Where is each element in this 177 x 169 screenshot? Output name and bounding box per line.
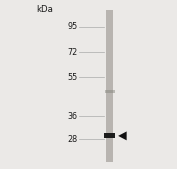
Bar xyxy=(106,10,113,162)
Text: kDa: kDa xyxy=(36,5,53,14)
Text: 95: 95 xyxy=(68,22,78,31)
Text: 55: 55 xyxy=(68,73,78,82)
Text: 36: 36 xyxy=(68,112,78,120)
Polygon shape xyxy=(118,131,127,140)
Text: 72: 72 xyxy=(68,48,78,57)
Text: 28: 28 xyxy=(68,135,78,144)
Bar xyxy=(104,133,116,138)
Bar xyxy=(105,90,115,93)
